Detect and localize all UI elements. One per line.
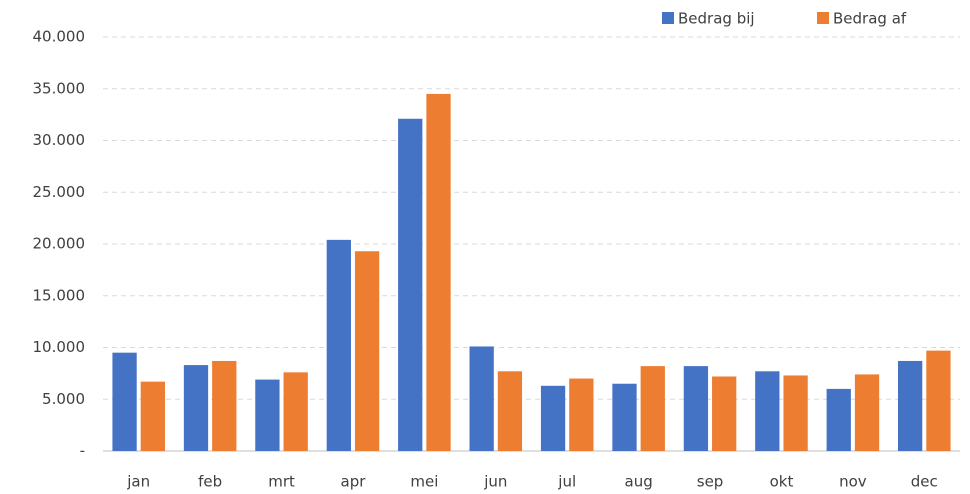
y-tick-label: - (80, 442, 85, 460)
y-tick-label: 35.000 (33, 79, 86, 97)
bar (469, 346, 494, 451)
bar (354, 251, 380, 451)
y-tick-label: 5.000 (42, 390, 85, 408)
bar (783, 375, 808, 451)
x-tick-label: mrt (268, 473, 295, 491)
y-tick-label: 40.000 (33, 28, 86, 46)
bar (640, 366, 665, 451)
bar (826, 388, 851, 451)
x-tick-label: jul (557, 473, 576, 491)
bar (398, 118, 423, 451)
bar (755, 371, 780, 451)
bar (283, 372, 308, 451)
x-tick-label: sep (697, 473, 724, 491)
bar (569, 378, 594, 451)
x-tick-label: feb (198, 473, 222, 491)
x-tick-label: jan (126, 473, 150, 491)
x-tick-label: dec (911, 473, 938, 491)
y-tick-label: 10.000 (33, 338, 86, 356)
bar (898, 360, 923, 451)
x-tick-label: apr (341, 473, 367, 491)
legend-label: Bedrag bij (678, 10, 755, 28)
y-tick-label: 20.000 (33, 235, 86, 253)
x-tick-label: aug (625, 473, 653, 491)
x-tick-label: jun (483, 473, 507, 491)
y-tick-label: 25.000 (33, 183, 86, 201)
bar (212, 360, 237, 451)
bar (712, 376, 737, 451)
bar (540, 385, 566, 451)
bar (183, 365, 209, 451)
legend-label: Bedrag af (833, 10, 907, 28)
legend-swatch (662, 12, 674, 24)
bar (612, 383, 637, 451)
bar (683, 366, 709, 451)
bar (926, 350, 951, 451)
bar (112, 352, 137, 451)
bar (140, 381, 165, 451)
legend-swatch (817, 12, 829, 24)
bar (255, 379, 280, 451)
bar (854, 374, 880, 451)
x-tick-label: mei (410, 473, 438, 491)
y-tick-label: 15.000 (33, 286, 86, 304)
bar (326, 239, 351, 451)
y-tick-label: 30.000 (33, 131, 86, 149)
x-tick-label: okt (770, 473, 794, 491)
x-tick-label: nov (839, 473, 867, 491)
bar (426, 93, 451, 452)
bar (497, 371, 523, 451)
